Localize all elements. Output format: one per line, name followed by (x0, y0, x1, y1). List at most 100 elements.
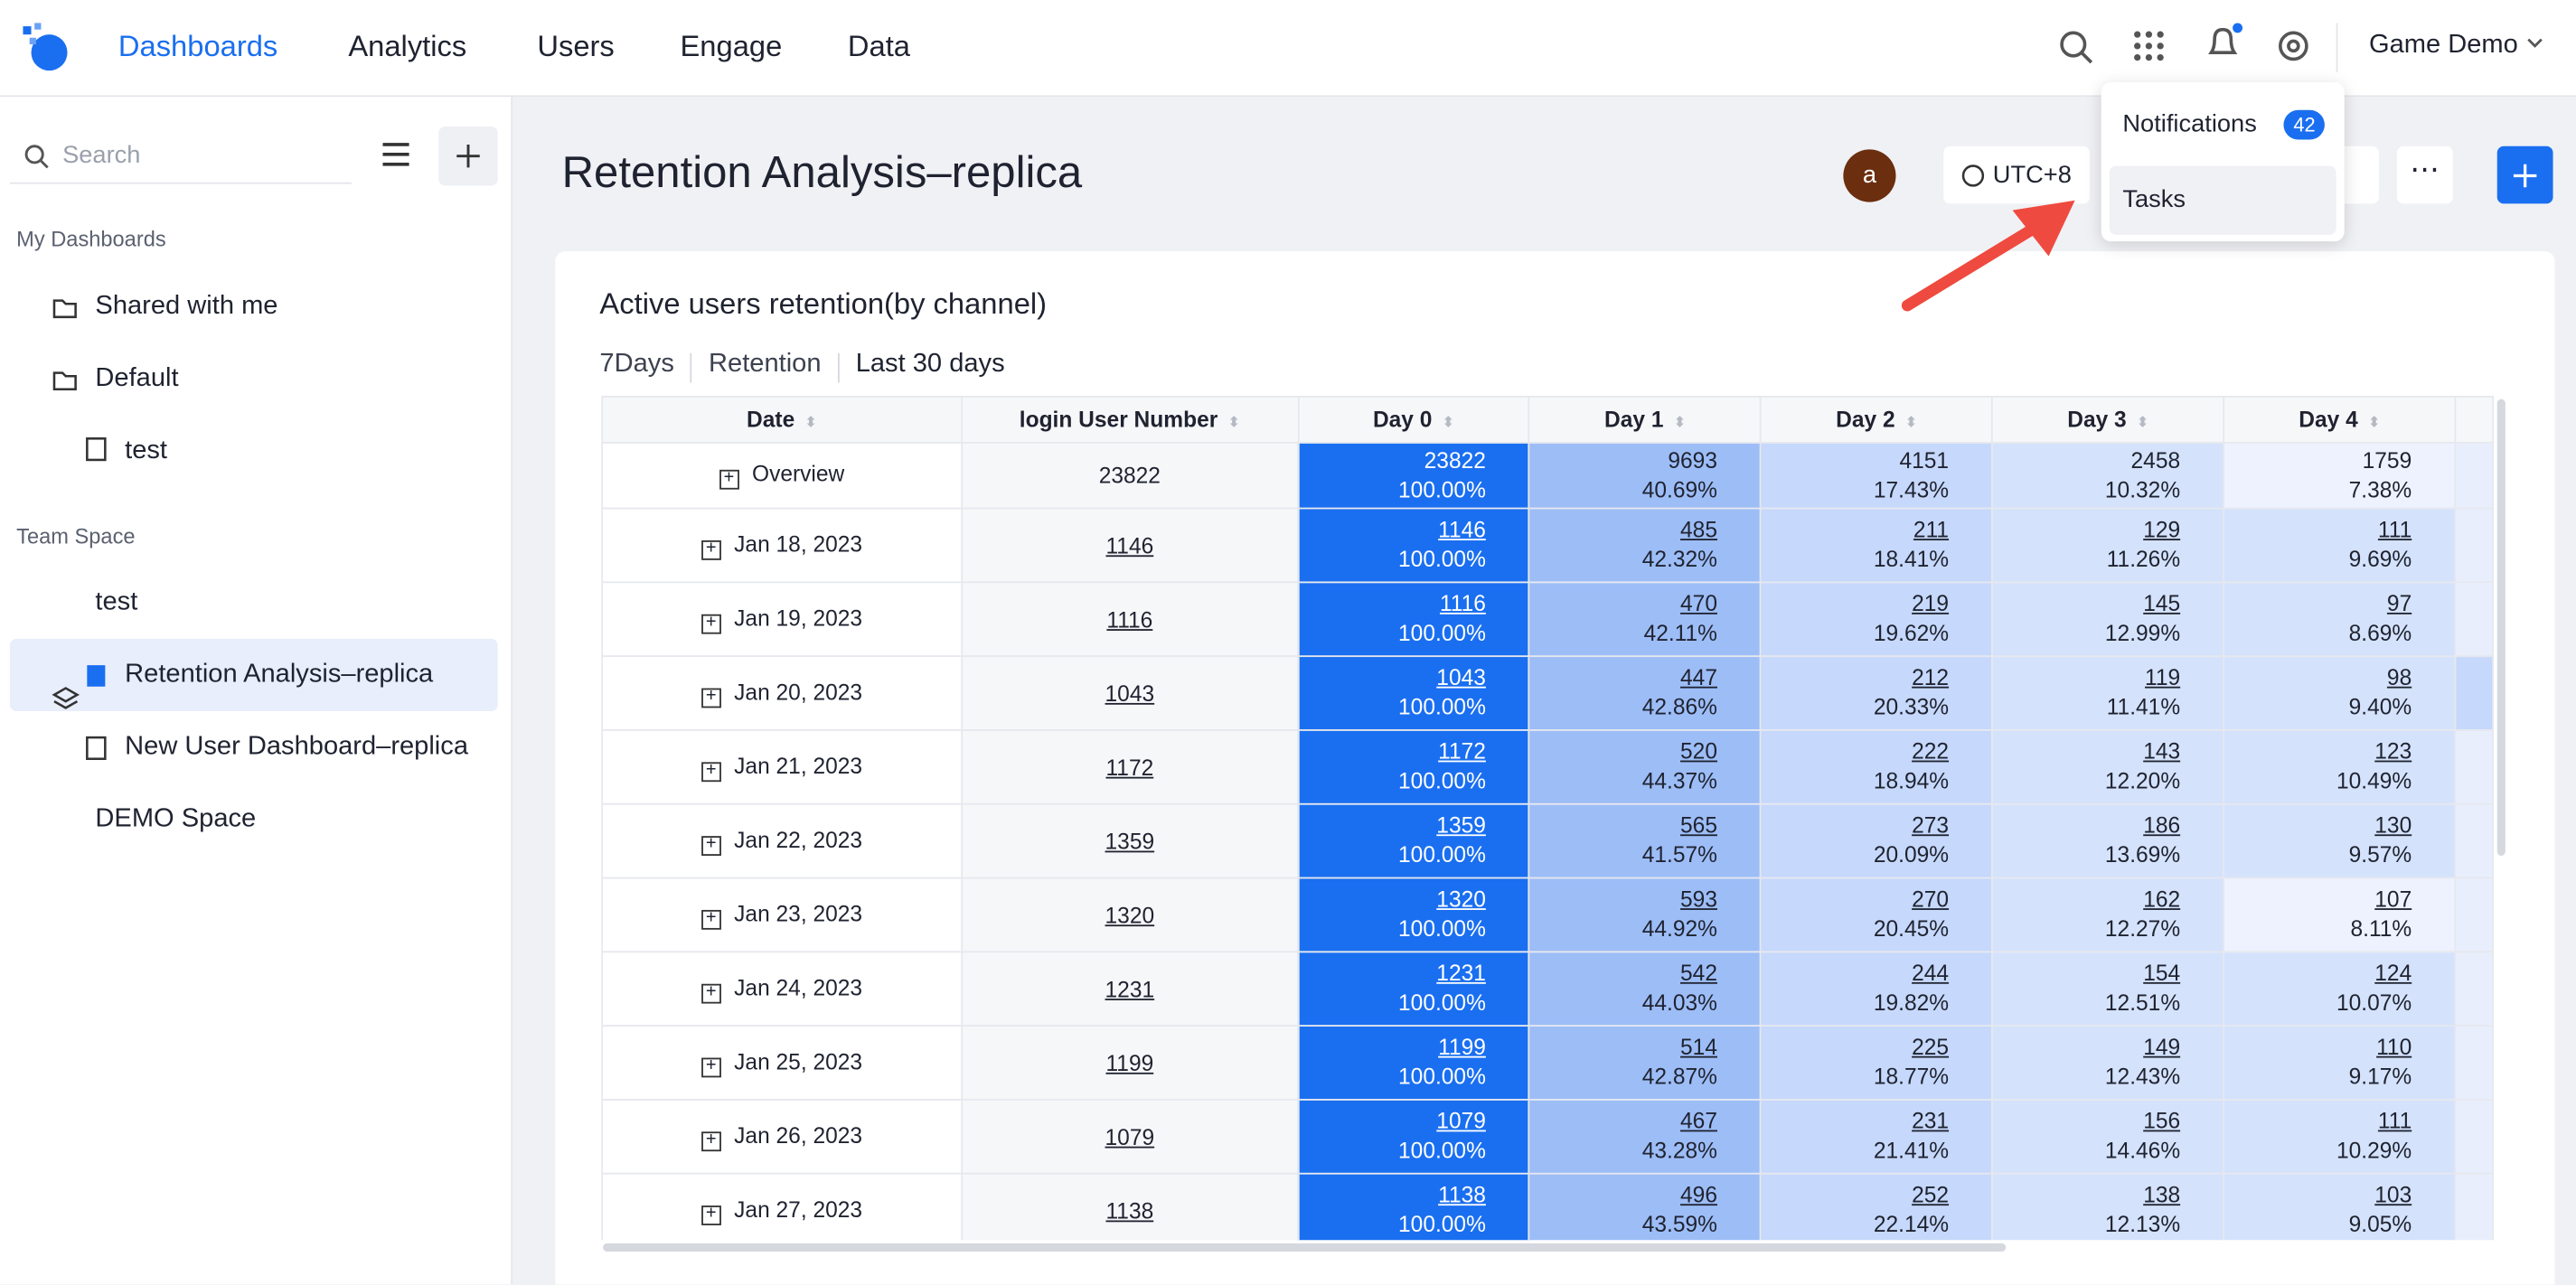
space-item[interactable]: test (95, 587, 138, 616)
user-count[interactable]: 1079 (1105, 1124, 1155, 1149)
expand-icon[interactable]: + (700, 687, 721, 708)
retained-count[interactable]: 593 (1680, 886, 1717, 912)
retained-count[interactable]: 514 (1680, 1035, 1717, 1060)
expand-icon[interactable]: + (700, 761, 721, 782)
expand-icon[interactable]: + (700, 539, 721, 559)
retained-count[interactable]: 520 (1680, 738, 1717, 764)
retained-count[interactable]: 1320 (1436, 886, 1486, 912)
retained-count[interactable]: 542 (1680, 961, 1717, 986)
user-count[interactable]: 1359 (1105, 828, 1155, 854)
dashboard-item[interactable]: New User Dashboard–replica (125, 732, 468, 761)
notifications-item[interactable]: Notifications (2122, 109, 2257, 138)
retained-count[interactable]: 447 (1680, 665, 1717, 690)
expand-icon[interactable]: + (700, 1056, 721, 1077)
expand-icon[interactable]: + (700, 982, 721, 1003)
retained-count[interactable]: 130 (2374, 812, 2412, 838)
retained-count[interactable]: 222 (1912, 738, 1950, 764)
retained-count[interactable]: 212 (1912, 665, 1950, 690)
retained-count[interactable]: 1231 (1436, 961, 1486, 986)
retained-count[interactable]: 103 (2374, 1182, 2412, 1207)
user-count[interactable]: 1116 (1106, 606, 1153, 632)
retained-count[interactable]: 1199 (1438, 1035, 1486, 1060)
user-count[interactable]: 1146 (1105, 532, 1154, 558)
retained-count[interactable]: 225 (1912, 1035, 1950, 1060)
retained-count[interactable]: 244 (1912, 961, 1950, 986)
add-chart-button[interactable] (2496, 145, 2553, 204)
retained-count[interactable]: 145 (2143, 591, 2181, 616)
retained-count[interactable]: 565 (1680, 812, 1717, 838)
settings-icon[interactable] (2275, 28, 2311, 64)
project-switcher[interactable]: Game Demo (2368, 31, 2518, 60)
retained-count[interactable]: 143 (2143, 738, 2181, 764)
list-icon[interactable] (381, 139, 411, 169)
retained-count[interactable]: 1043 (1436, 665, 1486, 690)
retained-count[interactable]: 124 (2374, 961, 2412, 986)
column-header[interactable]: Day 4 ⬍ (2223, 396, 2457, 444)
space-item[interactable]: DEMO Space (95, 804, 257, 833)
retained-count[interactable]: 154 (2143, 961, 2181, 986)
column-header[interactable]: Day 3 ⬍ (1991, 396, 2225, 444)
retained-count[interactable]: 211 (1913, 517, 1950, 542)
retained-count[interactable]: 470 (1680, 591, 1717, 616)
expand-icon[interactable]: + (700, 613, 721, 633)
retained-count[interactable]: 1359 (1436, 812, 1486, 838)
v-scrollbar[interactable] (2496, 399, 2505, 856)
search-icon[interactable] (2057, 28, 2097, 68)
nav-item[interactable]: Engage (680, 29, 783, 63)
nav-item[interactable]: Analytics (348, 29, 467, 63)
bell-icon[interactable] (2202, 20, 2248, 66)
retained-count[interactable]: 1116 (1439, 591, 1486, 616)
expand-icon[interactable]: + (700, 908, 721, 929)
retained-count[interactable]: 123 (2374, 738, 2412, 764)
retained-count[interactable]: 496 (1680, 1182, 1717, 1207)
retained-count[interactable]: 107 (2374, 886, 2412, 912)
filter[interactable]: 7Days (599, 350, 674, 379)
expand-icon[interactable]: + (700, 1204, 721, 1225)
retained-count[interactable]: 1172 (1438, 738, 1486, 764)
retained-count[interactable]: 1138 (1438, 1182, 1486, 1207)
search-box[interactable]: Search (9, 130, 352, 184)
add-button[interactable] (438, 126, 498, 186)
retained-count[interactable]: 97 (2386, 591, 2412, 616)
h-scrollbar[interactable] (603, 1243, 2007, 1252)
retained-count[interactable]: 119 (2145, 665, 2181, 690)
expand-icon[interactable]: + (700, 1130, 721, 1151)
retained-count[interactable]: 273 (1912, 812, 1950, 838)
user-count[interactable]: 1138 (1105, 1197, 1154, 1224)
retained-count[interactable]: 98 (2386, 665, 2412, 690)
retained-count[interactable]: 138 (2143, 1182, 2181, 1207)
folder-item[interactable]: Shared with me (95, 292, 278, 321)
avatar[interactable]: a (1843, 149, 1896, 202)
retained-count[interactable]: 270 (1912, 886, 1950, 912)
column-header[interactable]: Day 0 ⬍ (1297, 396, 1530, 444)
user-count[interactable]: 1172 (1105, 755, 1154, 780)
column-header[interactable]: Day 2 ⬍ (1760, 396, 1994, 444)
retained-count[interactable]: 162 (2143, 886, 2181, 912)
more-button[interactable]: ⋯ (2396, 145, 2453, 204)
apps-icon[interactable] (2132, 30, 2165, 62)
user-count[interactable]: 1320 (1105, 902, 1155, 928)
dashboard-item[interactable]: test (125, 436, 168, 465)
user-count[interactable]: 1199 (1105, 1050, 1154, 1075)
retained-count[interactable]: 252 (1912, 1182, 1950, 1207)
retained-count[interactable]: 149 (2143, 1035, 2181, 1060)
column-header[interactable]: Date ⬍ (601, 396, 963, 444)
column-header[interactable]: Day 1 ⬍ (1528, 396, 1763, 444)
retained-count[interactable]: 485 (1680, 517, 1717, 542)
filter[interactable]: Last 30 days (855, 350, 1005, 379)
retained-count[interactable]: 219 (1912, 591, 1950, 616)
timezone-button[interactable]: UTC+8 (1943, 145, 2090, 204)
folder-item[interactable]: Default (95, 364, 179, 393)
dashboard-item[interactable]: Retention Analysis–replica (125, 660, 434, 689)
nav-item[interactable]: Data (847, 29, 911, 63)
retained-count[interactable]: 186 (2143, 812, 2181, 838)
retained-count[interactable]: 111 (2377, 517, 2412, 542)
user-count[interactable]: 1231 (1105, 976, 1155, 1001)
retained-count[interactable]: 110 (2376, 1035, 2412, 1060)
user-count[interactable]: 1043 (1105, 680, 1155, 706)
tasks-item[interactable]: Tasks (2122, 185, 2186, 214)
nav-item[interactable]: Dashboards (118, 29, 278, 63)
filter[interactable]: Retention (709, 350, 822, 379)
retained-count[interactable]: 156 (2143, 1108, 2181, 1134)
retained-count[interactable]: 231 (1912, 1108, 1950, 1134)
